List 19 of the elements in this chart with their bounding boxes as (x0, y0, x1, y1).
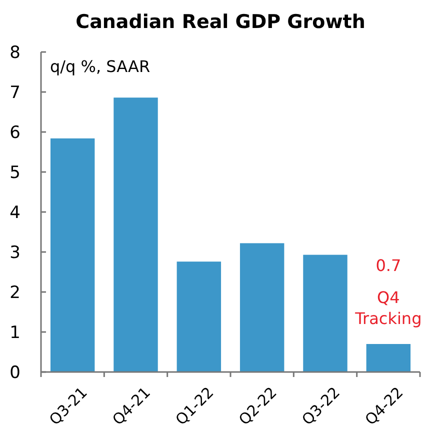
y-tick-label: 2 (10, 282, 20, 303)
bar (50, 138, 95, 372)
y-tick-label: 7 (10, 82, 20, 103)
y-tick-label: 5 (10, 162, 20, 183)
annotation: Q4 Tracking (354, 288, 422, 328)
y-tick-label: 0 (10, 362, 20, 383)
chart-title: Canadian Real GDP Growth (76, 11, 366, 33)
y-tick-label: 3 (10, 242, 20, 263)
y-axis-title: q/q %, SAAR (50, 57, 150, 76)
y-tick-label: 4 (10, 202, 20, 223)
y-tick-label: 8 (10, 42, 20, 63)
annotation: 0.7 (376, 256, 402, 275)
bar (303, 254, 348, 372)
y-tick-label: 6 (10, 122, 20, 143)
bar (114, 98, 158, 372)
y-tick-label: 1 (10, 322, 20, 343)
bar (366, 344, 411, 372)
bar (240, 243, 284, 372)
bar (176, 262, 222, 372)
